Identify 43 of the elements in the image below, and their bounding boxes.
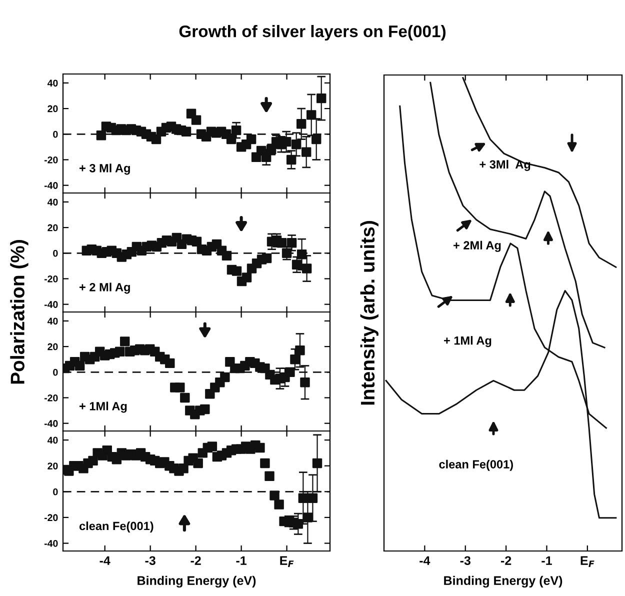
y-tick-label: 0	[53, 368, 58, 376]
annotation: + 1Ml Ag	[444, 336, 492, 348]
annotation: clean Fe(001)	[79, 521, 154, 533]
y-tick-label: 20	[48, 343, 58, 350]
x-tick-label: E$_{F}$	[280, 556, 294, 567]
x-tick-label: E$_{F}$	[580, 556, 594, 567]
x-tick-label: -1	[542, 556, 552, 565]
y-tick-label: 20	[48, 224, 58, 232]
annotation: + 3 Ml Ag	[80, 164, 130, 175]
x-axis-title: Binding Energy (eV)	[444, 576, 562, 588]
y-tick-label: 40	[47, 318, 58, 325]
y-tick-label: -40	[44, 540, 58, 547]
y-tick-label: -20	[44, 156, 58, 164]
annotation: + 2 Ml Ag	[80, 282, 130, 294]
x-axis-title: Binding Energy (eV)	[138, 576, 256, 588]
y-tick-label: -20	[44, 514, 58, 522]
x-tick-label: -4	[420, 556, 430, 565]
x-tick-label: -2	[500, 556, 512, 565]
annotation: clean Fe(001)	[439, 460, 513, 471]
y-tick-label: -40	[44, 420, 58, 427]
y-tick-label: 20	[48, 105, 58, 112]
y-tick-label: -20	[44, 275, 58, 282]
y-tick-label: 40	[47, 198, 58, 206]
annotation: + 3Ml Ag	[480, 160, 530, 171]
x-tick-label: -2	[190, 556, 201, 565]
y-tick-label: 0	[53, 488, 58, 496]
annotation: + 2Ml Ag	[454, 240, 501, 252]
y-tick-label: 0	[53, 250, 58, 257]
x-tick-label: -3	[145, 556, 156, 566]
chart-title: Growth of silver layers on Fe(001)	[179, 25, 446, 41]
y-tick-label: 40	[47, 436, 58, 444]
x-tick-label: -3	[460, 556, 470, 566]
y-tick-label: 40	[47, 80, 58, 87]
y-axis-title: Polarization (%)	[10, 240, 28, 384]
y-tick-label: 0	[53, 130, 58, 138]
y-tick-label: -40	[44, 301, 58, 308]
y-tick-label: 20	[48, 462, 58, 470]
annotation: + 1Ml Ag	[80, 402, 127, 413]
y-axis-title: Intensity (arb. units)	[360, 221, 378, 405]
y-tick-label: -20	[44, 394, 58, 402]
x-tick-label: -4	[100, 556, 110, 565]
x-tick-label: -1	[236, 556, 247, 565]
y-tick-label: -40	[44, 182, 58, 189]
